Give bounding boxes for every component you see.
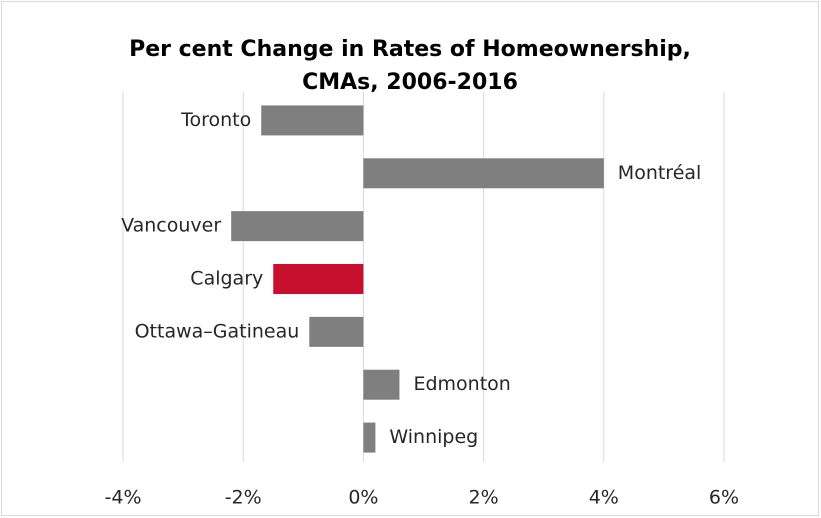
bar [363,369,400,400]
bar [231,211,364,242]
x-tick-label: 2% [469,487,499,509]
bar [309,316,364,347]
x-tick-label: -4% [105,487,142,509]
category-label: Ottawa–Gatineau [135,320,300,342]
category-label: Calgary [190,268,263,290]
bar [363,422,376,453]
bar [261,105,364,136]
category-label: Edmonton [413,373,510,395]
x-tick-label: -2% [225,487,262,509]
chart-title: Per cent Change in Rates of Homeownershi… [129,37,691,62]
x-tick-label: 4% [589,487,619,509]
bar [273,264,364,294]
chart-title: CMAs, 2006-2016 [302,70,518,95]
x-tick-label: 0% [348,487,378,509]
category-label: Winnipeg [389,426,478,448]
category-label: Vancouver [121,215,221,237]
x-tick-label: 6% [709,487,739,509]
category-label: Toronto [180,109,251,131]
category-label: Montréal [618,162,702,184]
bar [363,158,604,189]
